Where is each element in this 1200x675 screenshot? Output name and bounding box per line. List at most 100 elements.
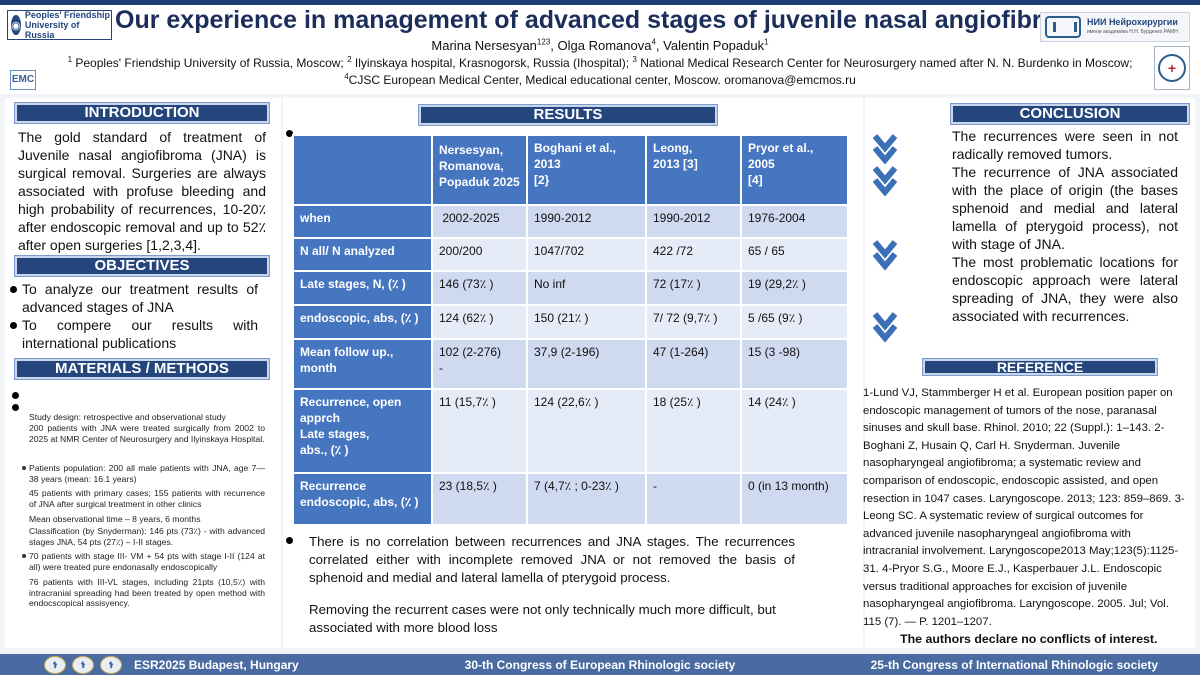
introduction-text: The gold standard of treatment of Juveni… bbox=[18, 129, 266, 253]
table-cell: 102 (2-276) - bbox=[431, 338, 528, 390]
results-table: Nersesyan, Romanova, Popaduk 2025 Boghan… bbox=[292, 134, 849, 526]
table-cell: 150 (21٪ ) bbox=[526, 304, 647, 340]
methods-line: Patients population: 200 all male patien… bbox=[22, 463, 265, 484]
conclusion-paragraph: The most problematic locations for endos… bbox=[952, 254, 1178, 324]
institute-emblem-icon bbox=[1045, 16, 1081, 38]
table-row: N all/ N analyzed 200/200 1047/702 422 /… bbox=[292, 237, 849, 272]
introduction-heading: INTRODUCTION bbox=[14, 102, 270, 124]
affiliation: Ilyinskaya hospital, Krasnogorsk, Russia… bbox=[354, 56, 630, 70]
bullet-dot bbox=[12, 404, 19, 411]
row-label: endoscopic, abs, (٪ ) bbox=[292, 304, 433, 340]
chevron-down-icon bbox=[872, 166, 898, 196]
table-row: endoscopic, abs, (٪ ) 124 (62٪ ) 150 (21… bbox=[292, 304, 849, 340]
conflict-disclaimer: The authors declare no conflicts of inte… bbox=[900, 632, 1158, 646]
university-logo: ◉ Peoples' Friendship University of Russ… bbox=[7, 10, 112, 40]
table-cell: 146 (73٪ ) bbox=[431, 270, 528, 306]
author-list: Marina Nersesyan123, Olga Romanova4, Val… bbox=[431, 37, 769, 53]
table-cell: 14 (24٪ ) bbox=[740, 388, 849, 474]
table-cell: 200/200 bbox=[431, 237, 528, 272]
table-header-cell: Leong, 2013 [3] bbox=[645, 134, 742, 206]
author-name: Olga Romanova bbox=[557, 38, 652, 53]
table-cell: 124 (22,6٪ ) bbox=[526, 388, 647, 474]
table-cell: 65 / 65 bbox=[740, 237, 849, 272]
table-header-cell: Nersesyan, Romanova, Popaduk 2025 bbox=[431, 134, 528, 206]
affiliations-line-2: 4CJSC European Medical Center, Medical e… bbox=[0, 72, 1200, 88]
neurosurgery-institute-logo: НИИ Нейрохирургии имени академика Н.Н. Б… bbox=[1040, 12, 1190, 42]
table-cell: 72 (17٪ ) bbox=[645, 270, 742, 306]
table-cell: 37,9 (2-196) bbox=[526, 338, 647, 390]
university-logo-text: Peoples' Friendship University of Russia bbox=[24, 10, 111, 40]
methods-line: Mean observational time – 8 years, 6 mon… bbox=[29, 514, 201, 524]
bullet-dot bbox=[286, 537, 293, 544]
globe-icon: ◉ bbox=[11, 15, 21, 35]
table-cell: 0 (in 13 month) bbox=[740, 472, 849, 526]
results-finding: There is no correlation between recurren… bbox=[309, 534, 795, 585]
affiliations-line-1: 1 Peoples' Friendship University of Russ… bbox=[0, 55, 1200, 71]
table-header-cell: Pryor et al., 2005 [4] bbox=[740, 134, 849, 206]
table-cell: 15 (3 -98) bbox=[740, 338, 849, 390]
author-name: Marina Nersesyan bbox=[431, 38, 537, 53]
footer-left: ESR2025 Budapest, Hungary bbox=[134, 658, 299, 672]
table-row: when 2002-2025 1990-2012 1990-2012 1976-… bbox=[292, 204, 849, 239]
chevron-down-icon bbox=[872, 240, 898, 270]
table-cell: 1990-2012 bbox=[526, 204, 647, 239]
affiliation: National Medical Research Center for Neu… bbox=[640, 56, 1133, 70]
table-cell: 5 /65 (9٪ ) bbox=[740, 304, 849, 340]
affiliation-sup: 3 bbox=[632, 55, 637, 64]
conclusion-paragraph: The recurrence of JNA associated with th… bbox=[952, 164, 1178, 252]
affiliation-sup: 4 bbox=[344, 72, 349, 81]
hospital-logo: + bbox=[1154, 46, 1190, 90]
table-header-cell: Boghani et al., 2013 [2} bbox=[526, 134, 647, 206]
table-cell: 2002-2025 bbox=[431, 204, 528, 239]
table-cell: 1990-2012 bbox=[645, 204, 742, 239]
row-label: Recurrence, open apprch Late stages, abs… bbox=[292, 388, 433, 474]
author-sup: 123 bbox=[536, 37, 551, 47]
row-label: Mean follow up., month bbox=[292, 338, 433, 390]
affiliation: Peoples' Friendship University of Russia… bbox=[75, 56, 344, 70]
hospital-cross-icon: + bbox=[1158, 54, 1186, 82]
reference-heading: REFERENCE bbox=[922, 358, 1158, 376]
affiliation-sup: 2 bbox=[347, 55, 352, 64]
table-row: Recurrence endoscopic, abs, (٪ ) 23 (18,… bbox=[292, 472, 849, 526]
table-cell: 124 (62٪ ) bbox=[431, 304, 528, 340]
chevron-down-icon bbox=[872, 134, 898, 164]
table-cell: 7/ 72 (9,7٪ ) bbox=[645, 304, 742, 340]
society-emblem-icon: ⚕ bbox=[100, 656, 122, 674]
header-rule bbox=[0, 0, 1200, 5]
methods-line: Classification (by Snyderman): 146 pts (… bbox=[29, 526, 265, 547]
table-cell: 23 (18,5٪ ) bbox=[431, 472, 528, 526]
row-label: when bbox=[292, 204, 433, 239]
conclusion-paragraph: The recurrences were seen in not radical… bbox=[952, 128, 1178, 162]
results-heading: RESULTS bbox=[418, 104, 718, 126]
table-cell: 47 (1-264) bbox=[645, 338, 742, 390]
objective-item: To analyze our treatment results of adva… bbox=[10, 281, 258, 315]
author-sup: 4 bbox=[651, 37, 656, 47]
footer-bar: ⚕ ⚕ ⚕ ESR2025 Budapest, Hungary 30-th Co… bbox=[0, 654, 1200, 675]
author-name: Valentin Popaduk bbox=[663, 38, 765, 53]
poster-header: ◉ Peoples' Friendship University of Russ… bbox=[0, 0, 1200, 94]
author-sup: 1 bbox=[764, 37, 769, 47]
society-emblem-icon: ⚕ bbox=[44, 656, 66, 674]
table-header-cell bbox=[292, 134, 433, 206]
table-cell: 7 (4,7٪ ; 0-23٪ ) bbox=[526, 472, 647, 526]
results-finding-2: Removing the recurrent cases were not on… bbox=[309, 602, 776, 635]
chevron-down-icon bbox=[872, 312, 898, 342]
row-label: N all/ N analyzed bbox=[292, 237, 433, 272]
table-cell: - bbox=[645, 472, 742, 526]
table-cell: 18 (25٪ ) bbox=[645, 388, 742, 474]
table-row: Mean follow up., month 102 (2-276) - 37,… bbox=[292, 338, 849, 390]
emc-logo: EMC bbox=[10, 70, 36, 90]
bullet-dot bbox=[12, 392, 19, 399]
institute-logo-subtext: имени академика Н.Н. Бурденко РАМН bbox=[1087, 29, 1178, 35]
table-cell: 1976-2004 bbox=[740, 204, 849, 239]
institute-logo-text: НИИ Нейрохирургии bbox=[1087, 17, 1178, 27]
row-label: Recurrence endoscopic, abs, (٪ ) bbox=[292, 472, 433, 526]
table-cell: 422 /72 bbox=[645, 237, 742, 272]
methods-line: Study design: retrospective and observat… bbox=[29, 412, 226, 422]
society-emblem-icon: ⚕ bbox=[72, 656, 94, 674]
methods-heading: MATERIALS / METHODS bbox=[14, 358, 270, 380]
row-label: Late stages, N, (٪ ) bbox=[292, 270, 433, 306]
objective-item: To compere our results with internationa… bbox=[10, 317, 258, 351]
poster-title: Our experience in management of advanced… bbox=[115, 6, 1107, 34]
methods-line: 76 patients with III-VL stages, includin… bbox=[29, 577, 265, 609]
